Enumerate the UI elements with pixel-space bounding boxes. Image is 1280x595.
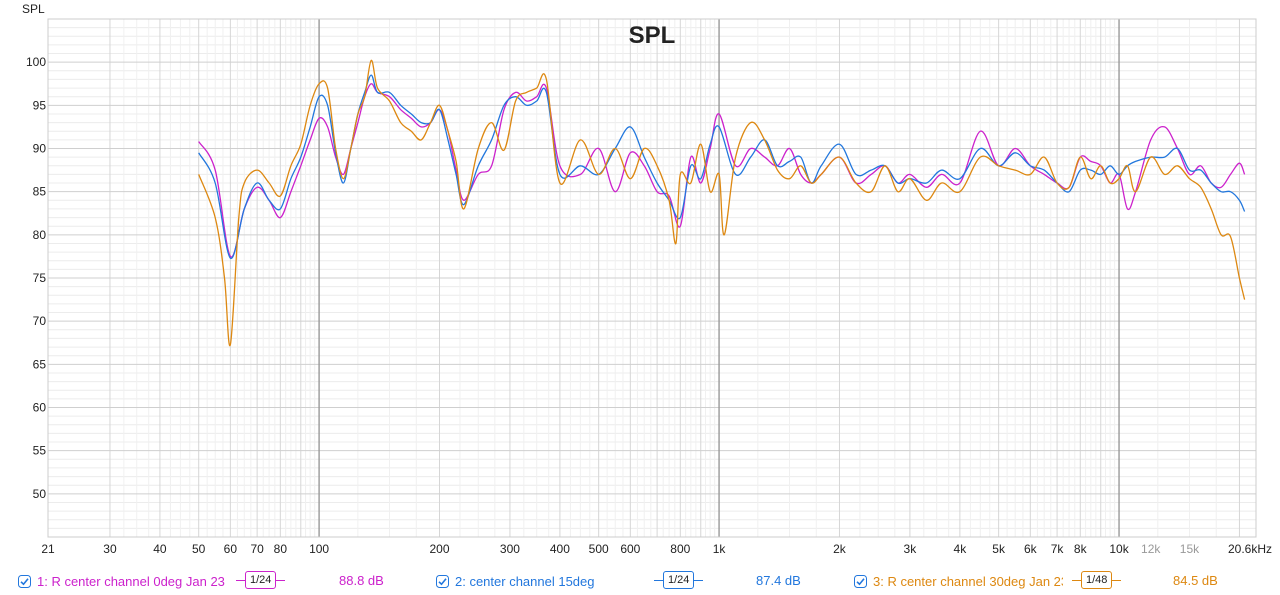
x-tick-label: 21 <box>41 542 55 556</box>
x-tick-label: 40 <box>153 542 167 556</box>
x-tick-label: 200 <box>429 542 449 556</box>
y-tick-labels: 50 55 60 65 70 75 80 85 90 95 100 <box>26 55 46 501</box>
x-tick-label: 300 <box>500 542 520 556</box>
smoothing-1[interactable]: 1/24 <box>236 571 286 589</box>
plot-frame <box>47 18 1257 538</box>
x-tick-label: 15k <box>1180 542 1200 556</box>
checkbox-checked-icon[interactable] <box>854 574 867 588</box>
y-tick-label: 55 <box>33 444 47 458</box>
smoothing-2-label: 1/24 <box>663 571 695 589</box>
x-tick-label: 100 <box>309 542 329 556</box>
smoothing-3-label: 1/48 <box>1081 571 1113 589</box>
series-2-average: 87.4 dB <box>756 573 801 588</box>
x-tick-label: 30 <box>103 542 117 556</box>
y-tick-label: 80 <box>33 228 47 242</box>
major-grid <box>48 18 1256 538</box>
x-tick-label: 5k <box>992 542 1006 556</box>
y-tick-label: 85 <box>33 185 47 199</box>
x-tick-label: 600 <box>620 542 640 556</box>
legend-item-3[interactable]: 3: R center channel 30deg Jan 23 <box>854 572 1063 590</box>
series-3-average: 84.5 dB <box>1173 573 1218 588</box>
smoothing-2[interactable]: 1/24 <box>654 571 704 589</box>
series-line-2 <box>198 74 1246 259</box>
x-tick-label: 70 <box>250 542 264 556</box>
legend-item-1[interactable]: 1: R center channel 0deg Jan 23 <box>18 572 225 590</box>
smoothing-1-label: 1/24 <box>245 571 277 589</box>
legend-series-1-name: 1: R center channel 0deg Jan 23 <box>37 573 225 589</box>
x-tick-label: 6k <box>1024 542 1038 556</box>
series-group <box>198 59 1246 347</box>
smoothing-3[interactable]: 1/48 <box>1072 571 1122 589</box>
x-tick-label: 10k <box>1109 542 1129 556</box>
x-tick-label: 2k <box>833 542 847 556</box>
x-tick-label: 60 <box>224 542 238 556</box>
series-line-3 <box>198 59 1246 347</box>
legend: 1: R center channel 0deg Jan 23 1/24 88.… <box>0 563 1280 595</box>
y-tick-label: 60 <box>33 401 47 415</box>
legend-series-2-name: 2: center channel 15deg <box>455 573 595 589</box>
x-tick-label: 4k <box>954 542 968 556</box>
x-tick-label: 7k <box>1051 542 1065 556</box>
x-tick-label: 50 <box>192 542 206 556</box>
y-tick-label: 95 <box>33 98 47 112</box>
x-tick-label: 8k <box>1074 542 1088 556</box>
x-tick-labels: 21 30 40 50 60 70 80 100 200 300 400 500 600 800 1k 2k 3… <box>41 542 1272 556</box>
y-tick-label: 100 <box>26 55 46 69</box>
legend-item-2[interactable]: 2: center channel 15deg <box>436 572 595 590</box>
y-tick-label: 75 <box>33 271 47 285</box>
y-axis-label: SPL <box>22 2 45 16</box>
checkbox-checked-icon[interactable] <box>18 574 31 588</box>
y-tick-label: 65 <box>33 357 47 371</box>
spl-chart: 50 55 60 65 70 75 80 85 90 95 100 21 30 40 50 60 70 80 10… <box>22 2 1272 556</box>
y-tick-label: 90 <box>33 142 47 156</box>
chart-title: SPL <box>629 22 676 49</box>
series-1-average: 88.8 dB <box>339 573 384 588</box>
checkbox-checked-icon[interactable] <box>436 574 449 588</box>
series-line-1 <box>198 83 1246 258</box>
y-tick-label: 70 <box>33 314 47 328</box>
x-tick-label: 12k <box>1141 542 1161 556</box>
x-tick-label: 500 <box>589 542 609 556</box>
x-tick-label: 800 <box>670 542 690 556</box>
x-tick-label: 20.6kHz <box>1228 542 1272 556</box>
x-tick-label: 80 <box>274 542 288 556</box>
legend-series-3-name: 3: R center channel 30deg Jan 23 <box>873 573 1063 589</box>
x-tick-label: 3k <box>904 542 918 556</box>
y-tick-label: 50 <box>33 487 47 501</box>
x-tick-label: 1k <box>713 542 727 556</box>
x-tick-label: 400 <box>550 542 570 556</box>
